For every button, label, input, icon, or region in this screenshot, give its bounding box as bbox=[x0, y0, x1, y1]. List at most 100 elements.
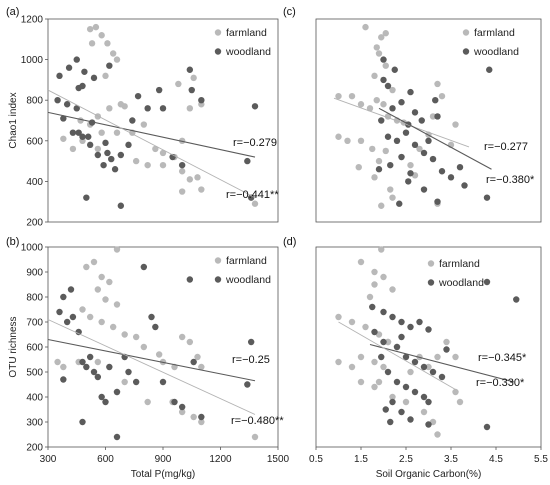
farmland-point bbox=[438, 92, 446, 100]
woodland-point bbox=[429, 155, 437, 163]
woodland-point bbox=[398, 408, 405, 416]
woodland-point bbox=[86, 353, 94, 361]
woodland-point bbox=[88, 119, 96, 126]
farmland-legend-label: farmland bbox=[226, 255, 267, 267]
farmland-point bbox=[144, 398, 151, 406]
farmland-point bbox=[98, 318, 105, 326]
woodland-point bbox=[106, 62, 113, 69]
farmland-point bbox=[357, 258, 365, 266]
farmland-point bbox=[380, 363, 387, 371]
farmland-point bbox=[384, 338, 392, 346]
woodland-point bbox=[83, 194, 90, 201]
farmland-point bbox=[366, 105, 374, 112]
woodland-point bbox=[483, 278, 491, 286]
farmland-point bbox=[389, 393, 396, 401]
farmland-point bbox=[144, 161, 151, 169]
woodland-point bbox=[244, 381, 251, 388]
y-tick-label: 1200 bbox=[21, 15, 44, 26]
farmland-legend-label: farmland bbox=[474, 27, 515, 39]
woodland-point bbox=[90, 74, 98, 82]
woodland-point bbox=[106, 363, 113, 371]
woodland-point bbox=[420, 186, 428, 193]
farmland-legend-marker bbox=[214, 29, 222, 36]
farmland-correlation-label: r=−0.441** bbox=[226, 189, 279, 201]
woodland-point bbox=[69, 129, 77, 136]
woodland-point bbox=[79, 418, 86, 426]
farmland-point bbox=[109, 323, 117, 331]
y-tick-label: 300 bbox=[26, 418, 43, 429]
woodland-trend-line bbox=[47, 111, 256, 158]
y-tick-label: 200 bbox=[26, 218, 43, 229]
woodland-trend-line bbox=[378, 107, 492, 170]
x-tick-label: 3.5 bbox=[444, 454, 458, 465]
farmland-point bbox=[113, 301, 121, 308]
woodland-point bbox=[186, 66, 194, 73]
woodland-point bbox=[60, 376, 67, 383]
farmland-legend-marker bbox=[214, 257, 222, 264]
woodland-legend-marker bbox=[214, 276, 222, 283]
woodland-point bbox=[380, 56, 387, 63]
farmland-point bbox=[416, 145, 423, 153]
farmland-point bbox=[371, 268, 378, 276]
farmland-point bbox=[357, 378, 365, 386]
woodland-point bbox=[81, 68, 88, 75]
panel-tag: (c) bbox=[283, 6, 296, 18]
woodland-point bbox=[398, 318, 405, 326]
farmland-point bbox=[389, 86, 396, 94]
farmland-point bbox=[366, 293, 374, 301]
farmland-point bbox=[104, 40, 111, 47]
farmland-point bbox=[190, 74, 197, 82]
woodland-point bbox=[125, 368, 132, 376]
plot-frame bbox=[315, 246, 542, 448]
woodland-point bbox=[456, 163, 464, 171]
farmland-point bbox=[178, 408, 186, 416]
woodland-point bbox=[63, 318, 71, 326]
woodland-point bbox=[60, 293, 67, 301]
farmland-point bbox=[357, 137, 365, 144]
woodland-point bbox=[63, 101, 71, 108]
farmland-point bbox=[420, 408, 428, 416]
woodland-point bbox=[369, 303, 376, 311]
farmland-correlation-label: r=−0.480** bbox=[231, 415, 284, 427]
woodland-point bbox=[380, 338, 387, 346]
farmland-point bbox=[373, 97, 380, 104]
woodland-point bbox=[102, 398, 109, 406]
woodland-point bbox=[132, 378, 140, 386]
woodland-point bbox=[198, 97, 205, 104]
farmland-point bbox=[109, 50, 117, 57]
woodland-point bbox=[411, 109, 419, 116]
x-tick-label: 900 bbox=[155, 454, 172, 465]
farmland-point bbox=[54, 358, 61, 366]
woodland-point bbox=[79, 133, 86, 140]
farmland-point bbox=[178, 188, 186, 195]
woodland-point bbox=[117, 151, 125, 159]
woodland-legend-label: woodland bbox=[225, 46, 271, 58]
y-tick-label: 400 bbox=[26, 393, 43, 404]
farmland-point bbox=[429, 113, 437, 120]
farmland-point bbox=[186, 105, 194, 112]
woodland-point bbox=[434, 198, 441, 205]
farmland-point bbox=[382, 62, 389, 69]
farmland-trend-line bbox=[338, 321, 456, 390]
farmland-point bbox=[92, 23, 100, 31]
farmland-point bbox=[86, 25, 94, 33]
panel-tag: (d) bbox=[283, 236, 296, 248]
woodland-point bbox=[411, 388, 419, 396]
farmland-point bbox=[94, 286, 102, 293]
x-tick-label: 300 bbox=[40, 454, 57, 465]
farmland-point bbox=[380, 101, 387, 108]
farmland-point bbox=[369, 145, 376, 153]
farmland-trend-line bbox=[47, 319, 256, 415]
woodland-point bbox=[486, 66, 493, 73]
woodland-point bbox=[425, 137, 432, 144]
woodland-point bbox=[407, 88, 414, 96]
farmland-point bbox=[387, 186, 394, 193]
woodland-point bbox=[384, 368, 392, 376]
woodland-point bbox=[429, 368, 437, 376]
woodland-point bbox=[104, 149, 111, 157]
woodland-point bbox=[244, 157, 251, 165]
x-tick-label: 600 bbox=[97, 454, 114, 465]
woodland-legend-marker bbox=[462, 48, 470, 55]
woodland-legend-marker bbox=[427, 279, 435, 286]
